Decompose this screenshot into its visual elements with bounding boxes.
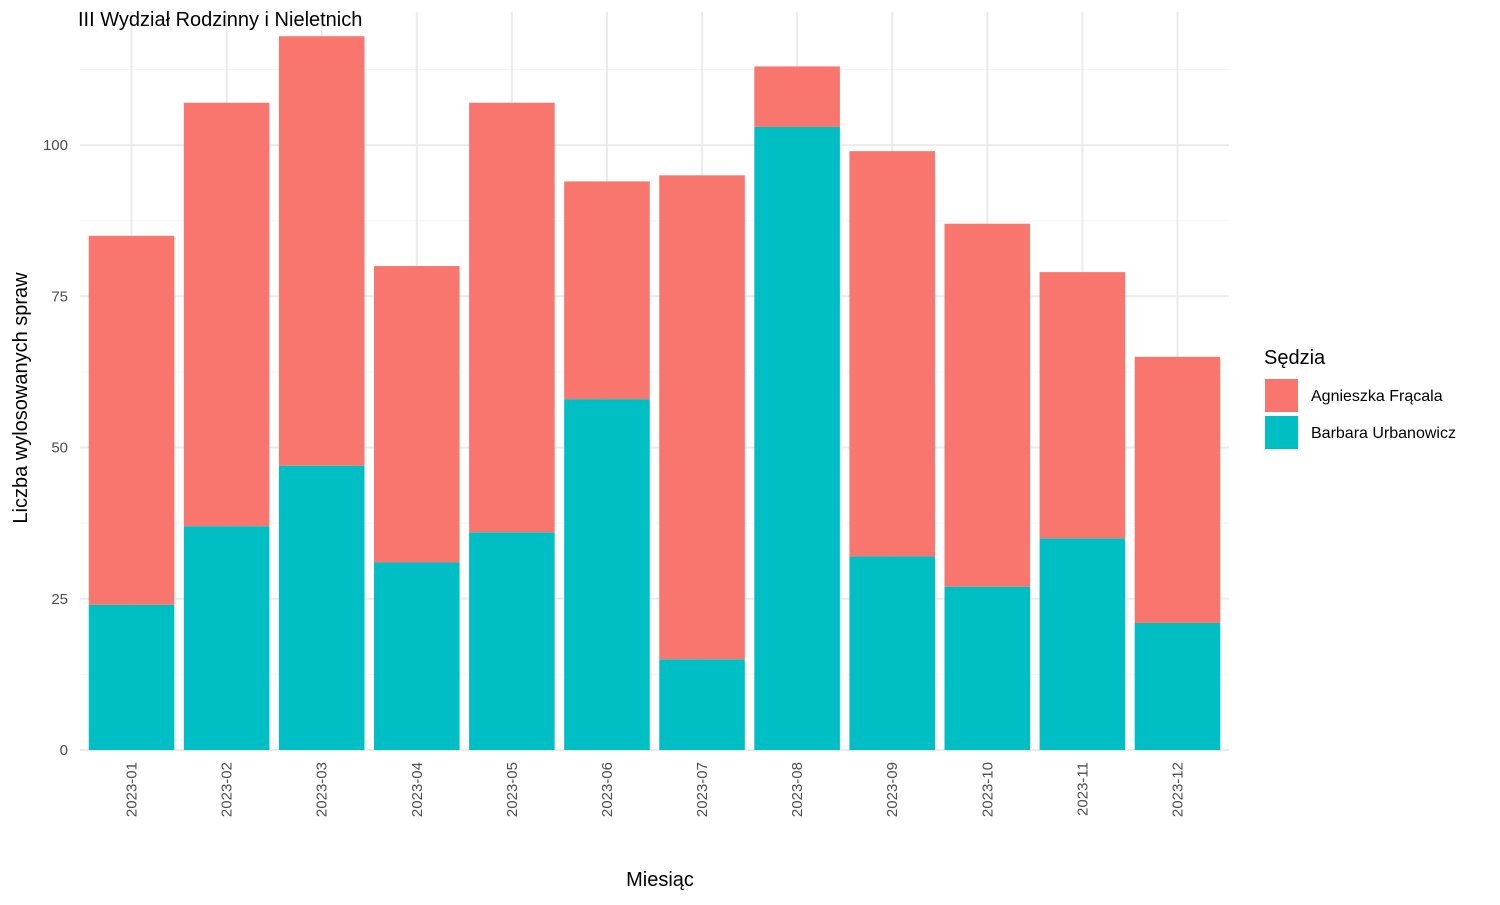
x-tick-label: 2023-11 <box>1074 762 1091 816</box>
legend-label: Barbara Urbanowicz <box>1311 425 1456 442</box>
bar-segment <box>374 562 460 750</box>
y-tick-label: 25 <box>51 591 68 608</box>
x-tick-label: 2023-06 <box>599 762 616 817</box>
bar-segment <box>659 659 745 750</box>
x-tick-label: 2023-09 <box>884 762 901 817</box>
x-tick-label: 2023-02 <box>219 762 236 817</box>
x-tick-label: 2023-12 <box>1169 762 1186 817</box>
bar-segment <box>849 556 935 750</box>
bar-segment <box>564 399 650 750</box>
x-tick-label: 2023-04 <box>409 762 426 817</box>
bar-segment <box>1039 538 1126 750</box>
bar-segment <box>944 586 1031 750</box>
bar-segment <box>754 126 840 750</box>
legend-swatch <box>1265 379 1298 412</box>
bar-segment <box>754 66 840 127</box>
bar-segment <box>469 532 555 750</box>
bar-segment <box>849 151 935 557</box>
legend: Sędzia Agnieszka Frącala Barbara Urbanowi… <box>1264 347 1456 449</box>
chart-title: III Wydział Rodzinny i Nieletnich <box>78 9 362 31</box>
bar-segment <box>1134 622 1221 750</box>
y-axis-title: Liczba wylosowanych spraw <box>10 272 32 524</box>
x-tick-label: 2023-10 <box>979 762 996 817</box>
bar-segment <box>1039 272 1126 539</box>
y-tick-label: 100 <box>43 137 68 154</box>
x-axis-title: Miesiąc <box>626 869 694 891</box>
y-tick-label: 50 <box>51 440 68 457</box>
x-tick-label: 2023-05 <box>504 762 521 817</box>
legend-label: Agnieszka Frącala <box>1311 388 1443 405</box>
bar-segment <box>374 266 460 563</box>
bar-segment <box>88 604 175 750</box>
x-tick-label: 2023-03 <box>314 762 331 817</box>
bars <box>88 36 1221 750</box>
bar-segment <box>944 223 1031 587</box>
bar-segment <box>88 235 175 605</box>
y-tick-label: 75 <box>51 288 68 305</box>
bar-segment <box>183 102 270 527</box>
bar-segment <box>659 175 745 660</box>
bar-segment <box>278 465 365 750</box>
bar-segment <box>183 526 270 750</box>
legend-title: Sędzia <box>1264 347 1326 369</box>
bar-segment <box>1134 356 1221 623</box>
x-tick-label: 2023-07 <box>694 762 711 817</box>
x-axis: 2023-01 2023-02 2023-03 2023-04 2023-05 2023-… <box>124 762 1187 817</box>
x-tick-label: 2023-01 <box>124 762 141 817</box>
x-tick-label: 2023-08 <box>789 762 806 817</box>
y-tick-label: 0 <box>60 742 68 759</box>
bar-segment <box>564 181 650 400</box>
legend-swatch <box>1265 416 1298 449</box>
bar-segment <box>278 36 365 466</box>
bar-segment <box>469 102 555 533</box>
y-axis: 0 25 50 75 100 <box>43 137 68 759</box>
